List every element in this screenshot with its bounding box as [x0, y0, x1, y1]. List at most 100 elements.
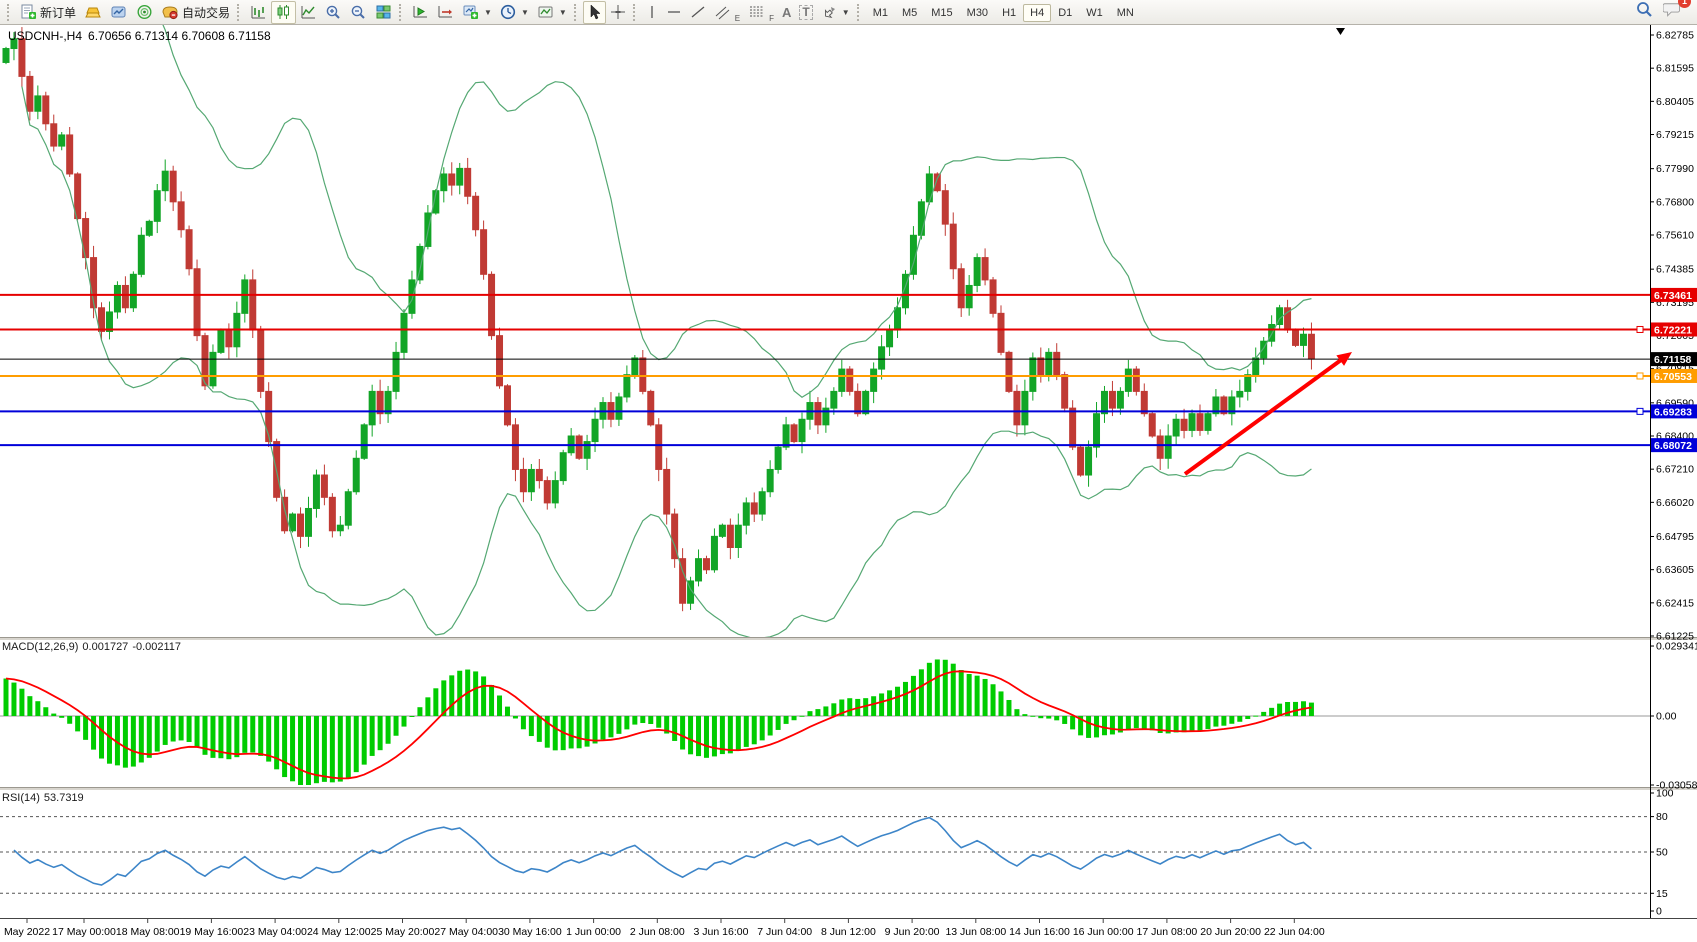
timeframe-M5[interactable]: M5: [901, 7, 918, 19]
trendline-tool[interactable]: [686, 1, 710, 24]
toolbar: 新订单 自动交易: [0, 0, 1697, 25]
rsi-line: [13, 816, 1312, 886]
macd-main-value: 0.001727: [82, 641, 129, 653]
auto-trading-icon: [161, 4, 179, 20]
arrows-tool[interactable]: ▼: [817, 1, 854, 24]
toolbar-grip[interactable]: [237, 3, 242, 21]
zoom-in-icon: [325, 4, 342, 20]
splitter-main-macd[interactable]: [0, 637, 1697, 640]
price-axis[interactable]: 6.82785 6.81595 6.80405 6.79215 6.77990 6.768…: [1650, 30, 1697, 918]
periods-button[interactable]: ▼: [496, 1, 533, 24]
price-badge: [1651, 368, 1697, 383]
text-tool-icon: A: [782, 4, 792, 20]
rsi-name: RSI(14): [2, 792, 40, 804]
auto-scroll-button[interactable]: [408, 1, 433, 24]
bar-chart-type-button[interactable]: [246, 1, 271, 24]
chat-button[interactable]: 1: [1662, 0, 1691, 23]
rsi-scale-label: 50: [1656, 847, 1668, 859]
price-badge-label: 6.69283: [1654, 406, 1692, 418]
chart-shift-icon: [437, 4, 454, 20]
chart-symbol-period: USDCNH-,H4: [8, 29, 83, 43]
new-order-button[interactable]: 新订单: [16, 1, 80, 24]
macd-signal-value: -0.002117: [132, 641, 182, 653]
time-tick-label: 8 Jun 12:00: [821, 926, 876, 938]
signals-button[interactable]: [132, 1, 157, 24]
macd-scale-label: -0.030587: [1656, 780, 1697, 792]
price-badge: [1651, 287, 1697, 302]
timeframe-M15[interactable]: M15: [931, 7, 953, 19]
market-watch-button[interactable]: [106, 1, 132, 24]
timeframe-MN[interactable]: MN: [1116, 7, 1134, 19]
timeframe-W1[interactable]: W1: [1086, 7, 1103, 19]
channel-tool[interactable]: E: [710, 1, 744, 24]
hline-handle[interactable]: [1636, 407, 1644, 415]
text-tool[interactable]: A: [778, 1, 795, 24]
price-badge-label: 6.71158: [1654, 354, 1692, 366]
time-tick-label: 23 May 04:00: [243, 926, 307, 938]
horizontal-line-tool[interactable]: [662, 1, 686, 24]
templates-button[interactable]: ▼: [533, 1, 571, 24]
main-price-panel: [2, 27, 1315, 612]
candlestick-series: [2, 27, 1315, 612]
chart-canvas[interactable]: 6.82785 6.81595 6.80405 6.79215 6.77990 6.768…: [0, 25, 1697, 942]
fibonacci-letter: F: [769, 13, 775, 23]
gold-ingot-icon: [84, 4, 102, 20]
gold-symbol-button[interactable]: [80, 1, 106, 24]
toolbar-grip[interactable]: [856, 3, 862, 21]
time-tick-label: 17 Jun 08:00: [1137, 926, 1198, 938]
new-chart-button[interactable]: ▼: [458, 1, 496, 24]
candlestick-type-button[interactable]: [271, 0, 297, 24]
auto-trading-button[interactable]: 自动交易: [157, 1, 234, 24]
price-tick-label: 6.66020: [1656, 497, 1694, 509]
fibonacci-tool[interactable]: F: [744, 1, 778, 24]
toolbar-grip[interactable]: [632, 3, 638, 21]
chart-shift-marker[interactable]: [1336, 28, 1345, 35]
line-chart-type-button[interactable]: [296, 1, 321, 24]
timeframe-H1[interactable]: H1: [1002, 7, 1017, 19]
auto-scroll-icon: [412, 4, 429, 20]
tile-windows-button[interactable]: [371, 1, 396, 24]
fibonacci-icon: [748, 4, 766, 20]
trend-arrow-head[interactable]: [1336, 352, 1352, 366]
rsi-value: 53.7319: [43, 792, 84, 804]
toolbar-grip[interactable]: [399, 3, 404, 21]
crosshair-icon: [610, 4, 626, 20]
line-chart-icon: [300, 4, 317, 20]
price-tick-label: 6.74385: [1656, 264, 1694, 276]
zoom-in-button[interactable]: [321, 1, 346, 24]
price-tick-label: 6.80405: [1656, 96, 1694, 108]
hline-handle[interactable]: [1636, 372, 1644, 380]
splitter-macd-rsi[interactable]: [0, 787, 1697, 790]
timeframe-H4[interactable]: H4: [1023, 4, 1052, 22]
time-axis[interactable]: May 2022 17 May 00:00 18 May 08:00 19 May 1…: [4, 918, 1325, 938]
time-tick-label: 14 Jun 16:00: [1009, 926, 1070, 938]
timeframe-switcher: M1 M5 M15 M30 H1 H4 D1 W1 MN: [866, 3, 1141, 22]
chart-shift-button[interactable]: [433, 1, 458, 24]
hline-handle[interactable]: [1636, 325, 1644, 333]
zoom-out-button[interactable]: [346, 1, 371, 24]
price-badge-label: 6.73461: [1654, 290, 1692, 302]
price-badge-label: 6.70553: [1654, 371, 1692, 383]
macd-scale-label: 0.00: [1656, 711, 1677, 723]
vertical-line-tool[interactable]: [642, 1, 662, 24]
vertical-line-icon: [646, 4, 658, 20]
search-icon[interactable]: [1635, 1, 1653, 23]
new-order-label: 新订单: [40, 5, 77, 20]
crosshair-button[interactable]: [606, 1, 630, 24]
timeframe-M30[interactable]: M30: [966, 7, 989, 19]
timeframe-D1[interactable]: D1: [1058, 7, 1073, 19]
time-tick-label: 27 May 04:00: [434, 926, 498, 938]
rsi-label: RSI(14) 53.7319: [2, 792, 88, 804]
cursor-button[interactable]: [582, 0, 606, 24]
time-tick-label: 7 Jun 04:00: [757, 926, 812, 938]
new-order-icon: [20, 4, 37, 20]
timeframe-M1[interactable]: M1: [872, 7, 888, 19]
template-icon: [537, 4, 555, 20]
toolbar-grip[interactable]: [573, 3, 579, 21]
macd-label: MACD(12,26,9) 0.001727 -0.002117: [2, 641, 185, 653]
candlestick-icon: [275, 4, 292, 20]
text-label-tool[interactable]: T: [795, 1, 816, 24]
trendline-icon: [690, 4, 706, 20]
trend-arrow-drawing[interactable]: [1183, 356, 1346, 476]
toolbar-grip[interactable]: [7, 3, 12, 21]
